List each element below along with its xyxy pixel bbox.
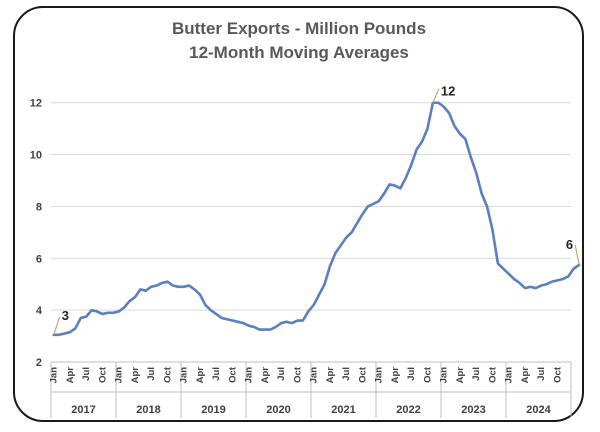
month-tick-label: Jan (374, 367, 385, 384)
month-tick-label: Apr (260, 367, 271, 384)
y-tick-label: 6 (36, 253, 42, 265)
month-tick-label: Apr (520, 367, 531, 384)
y-tick-label: 2 (36, 357, 42, 369)
series-layer (52, 101, 581, 337)
chart-subtitle: 12-Month Moving Averages (189, 43, 409, 62)
month-tick-label: Jul (146, 367, 157, 381)
month-tick-label: Oct (422, 366, 433, 383)
month-tick-label: Jan (439, 367, 450, 384)
annotation-leader (574, 244, 580, 265)
data-label: 12 (441, 84, 455, 99)
month-tick-label: Apr (130, 367, 141, 384)
month-tick-label: Jul (406, 367, 417, 381)
year-tick-label: 2024 (526, 404, 551, 416)
month-tick-label: Oct (487, 366, 498, 383)
annotation-leader (53, 316, 61, 335)
y-tick-label: 8 (36, 201, 42, 213)
month-tick-label: Apr (65, 367, 76, 384)
month-tick-label: Jan (504, 367, 515, 384)
year-tick-label: 2023 (461, 404, 485, 416)
month-tick-label: Oct (292, 366, 303, 383)
year-tick-label: 2018 (136, 404, 160, 416)
month-tick-label: Oct (97, 366, 108, 383)
annotation-leader (432, 88, 440, 103)
month-tick-label: Oct (162, 366, 173, 383)
data-label: 6 (566, 237, 573, 252)
y-tick-label: 10 (30, 150, 42, 162)
month-tick-label: Apr (390, 367, 401, 384)
year-tick-label: 2017 (71, 404, 95, 416)
month-tick-label: Jul (211, 367, 222, 381)
chart-title: Butter Exports - Million Pounds (172, 19, 426, 38)
month-tick-label: Apr (195, 367, 206, 384)
year-tick-label: 2020 (266, 404, 290, 416)
x-axis: 2 4 6 8 10 12 Jan Apr Jul Oct 2017 Jan Apr Jul Oct 2018… (30, 98, 572, 418)
y-tick-label: 12 (30, 98, 42, 110)
month-tick-label: Jul (341, 367, 352, 381)
month-tick-label: Jan (244, 367, 255, 384)
month-tick-label: Jan (114, 367, 125, 384)
month-tick-label: Jul (471, 367, 482, 381)
y-tick-label: 4 (36, 305, 43, 317)
month-tick-label: Jan (49, 367, 60, 384)
month-tick-label: Jan (309, 367, 320, 384)
data-label: 3 (62, 308, 69, 323)
month-tick-label: Oct (227, 366, 238, 383)
month-tick-label: Jul (81, 367, 92, 381)
year-tick-label: 2021 (331, 404, 355, 416)
month-tick-label: Jul (276, 367, 287, 381)
month-tick-label: Jan (179, 367, 190, 384)
month-tick-label: Jul (536, 367, 547, 381)
month-tick-label: Oct (357, 366, 368, 383)
month-tick-label: Apr (325, 367, 336, 384)
year-tick-label: 2019 (201, 404, 225, 416)
month-tick-label: Apr (455, 367, 466, 384)
year-tick-label: 2022 (396, 404, 420, 416)
data-labels: 3 12 6 (53, 84, 580, 335)
month-tick-label: Oct (552, 366, 563, 383)
series-line (52, 101, 581, 337)
